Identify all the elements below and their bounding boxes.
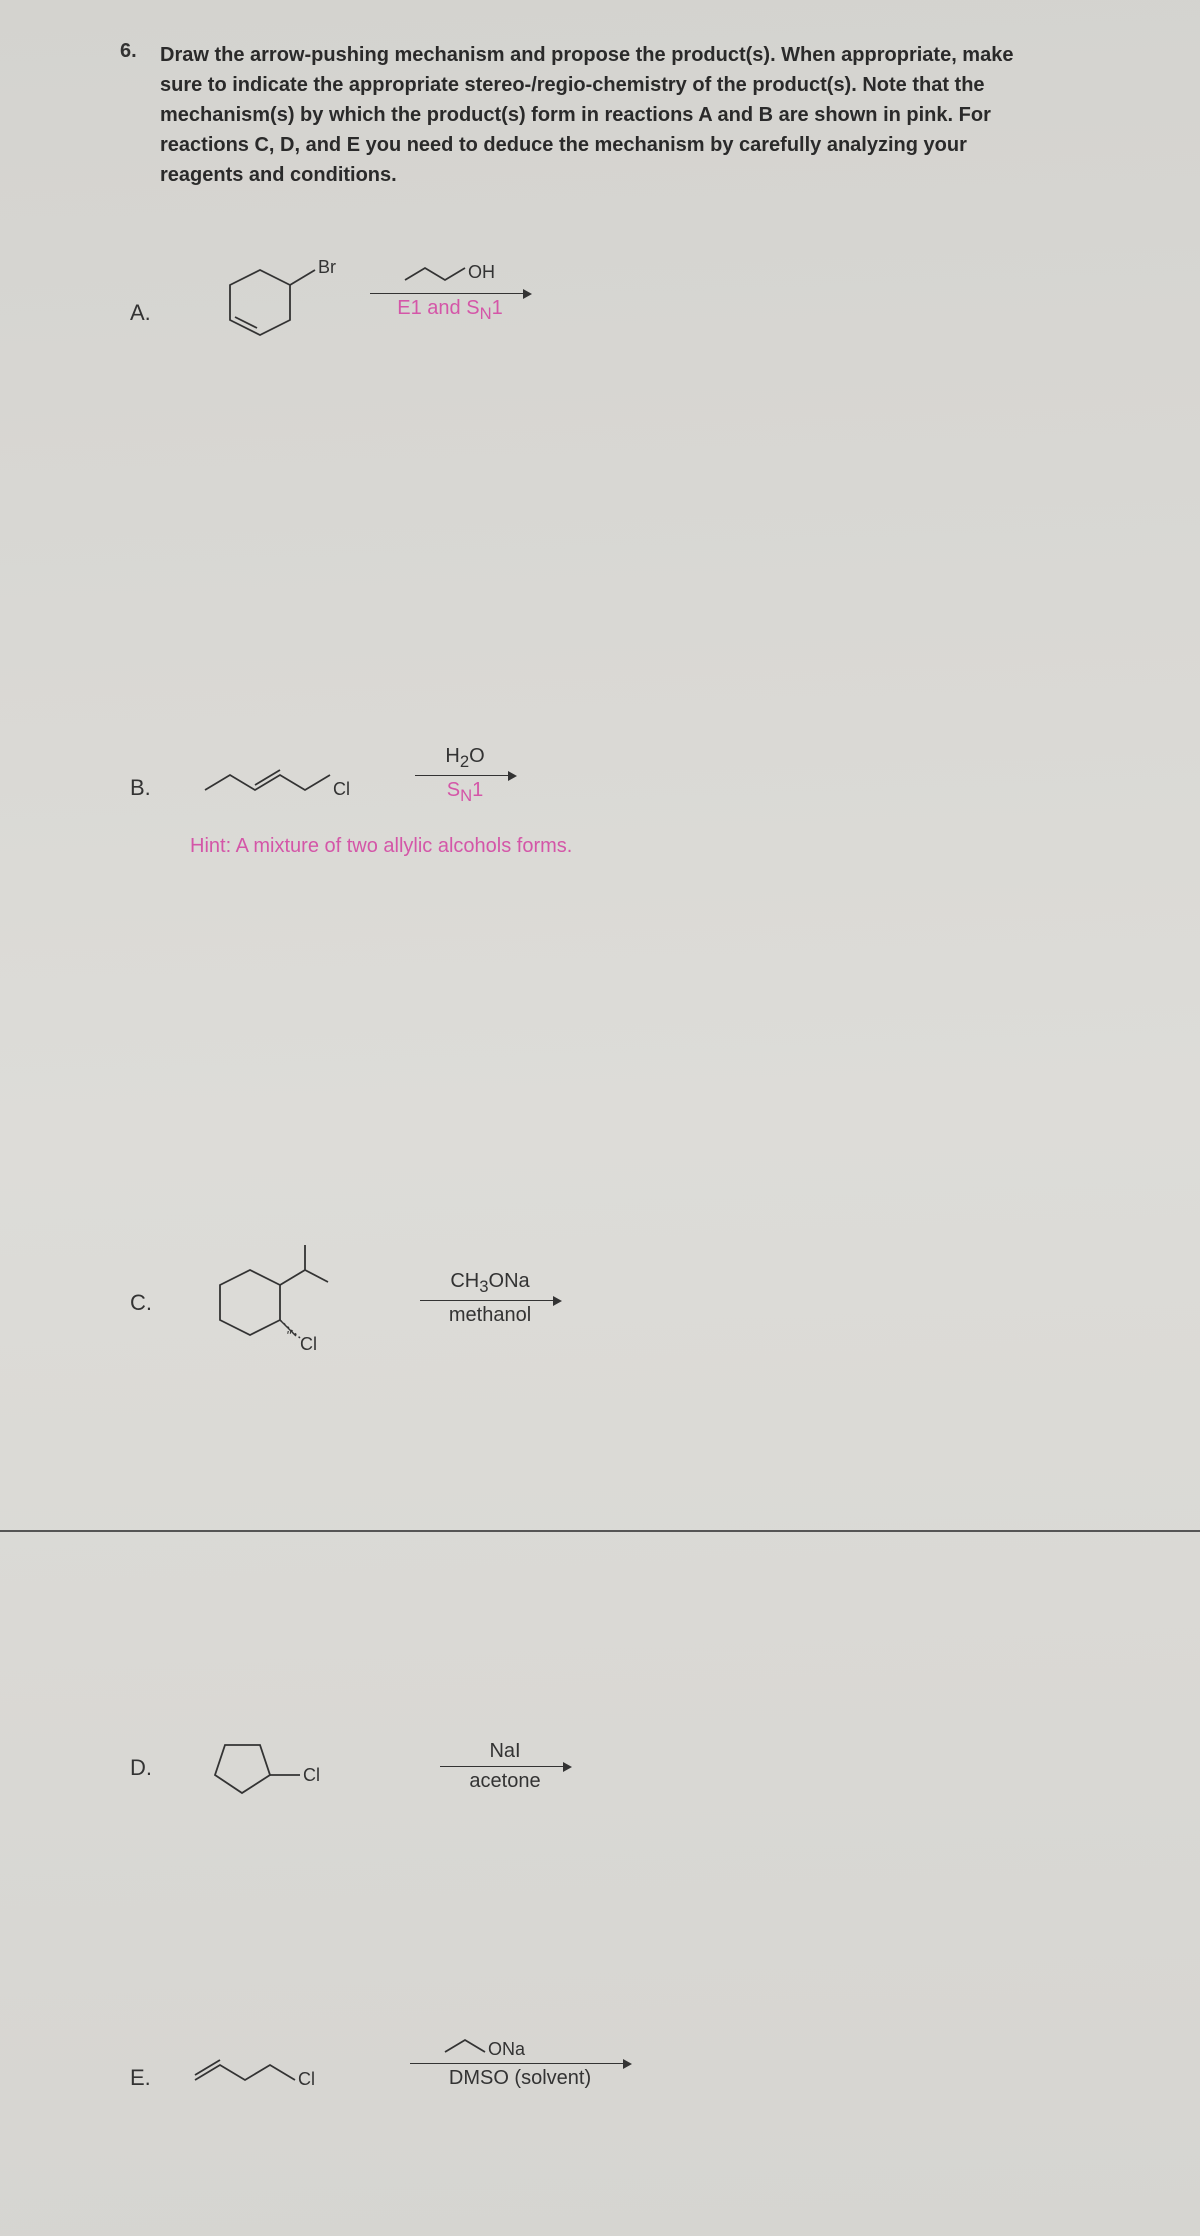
cl-label-d: Cl <box>303 1765 320 1785</box>
question-number: 6. <box>120 40 137 63</box>
part-d-label: D. <box>130 1755 152 1781</box>
part-b-reagent: H2O SN1 <box>415 745 515 806</box>
svg-text:'': '' <box>286 1328 291 1343</box>
page-divider <box>0 1530 1200 1532</box>
cl-label-c: Cl <box>300 1334 317 1354</box>
ona-label: ONa <box>488 2039 526 2059</box>
cl-label-b: Cl <box>333 779 350 799</box>
q-line1: Draw the arrow-pushing mechanism and pro… <box>160 44 1013 66</box>
nai-label: NaI <box>440 1740 570 1763</box>
ch3ona-label: CH3ONa <box>420 1270 560 1297</box>
q-line2: sure to indicate the appropriate stereo-… <box>160 74 985 96</box>
q-line5: reagents and conditions. <box>160 164 397 186</box>
part-c-reagent: CH3ONa methanol <box>420 1270 560 1327</box>
dmso-label: DMSO (solvent) <box>410 2067 630 2090</box>
acetone-label: acetone <box>440 1770 570 1793</box>
part-b-label: B. <box>130 775 151 801</box>
page: 6. Draw the arrow-pushing mechanism and … <box>0 0 1200 2236</box>
part-e-label: E. <box>130 2065 151 2091</box>
methanol-label: methanol <box>420 1304 560 1327</box>
part-b-mechanism: SN1 <box>415 779 515 806</box>
part-a-mechanism: E1 and SN1 <box>370 297 530 324</box>
br-label: Br <box>318 257 336 277</box>
part-a-reagent: OH E1 and SN1 <box>370 260 530 324</box>
part-d-reagent: NaI acetone <box>440 1740 570 1793</box>
part-e-reagent: ONa DMSO (solvent) <box>410 2030 630 2090</box>
cl-label-e: Cl <box>298 2069 315 2089</box>
part-a-structure: Br <box>200 255 340 370</box>
part-b-structure: Cl <box>200 760 370 815</box>
part-a-label: A. <box>130 300 151 326</box>
oh-label: OH <box>468 262 495 282</box>
part-e-structure: Cl <box>190 2050 360 2105</box>
part-b-hint: Hint: A mixture of two allylic alcohols … <box>190 835 572 858</box>
h2o-label: H2O <box>415 745 515 772</box>
part-c-structure: Cl '' <box>200 1230 360 1375</box>
q-line4: reactions C, D, and E you need to deduce… <box>160 134 967 156</box>
q-line3: mechanism(s) by which the product(s) for… <box>160 104 991 126</box>
part-d-structure: Cl <box>200 1725 350 1810</box>
question-text: Draw the arrow-pushing mechanism and pro… <box>160 40 1120 190</box>
part-c-label: C. <box>130 1290 152 1316</box>
